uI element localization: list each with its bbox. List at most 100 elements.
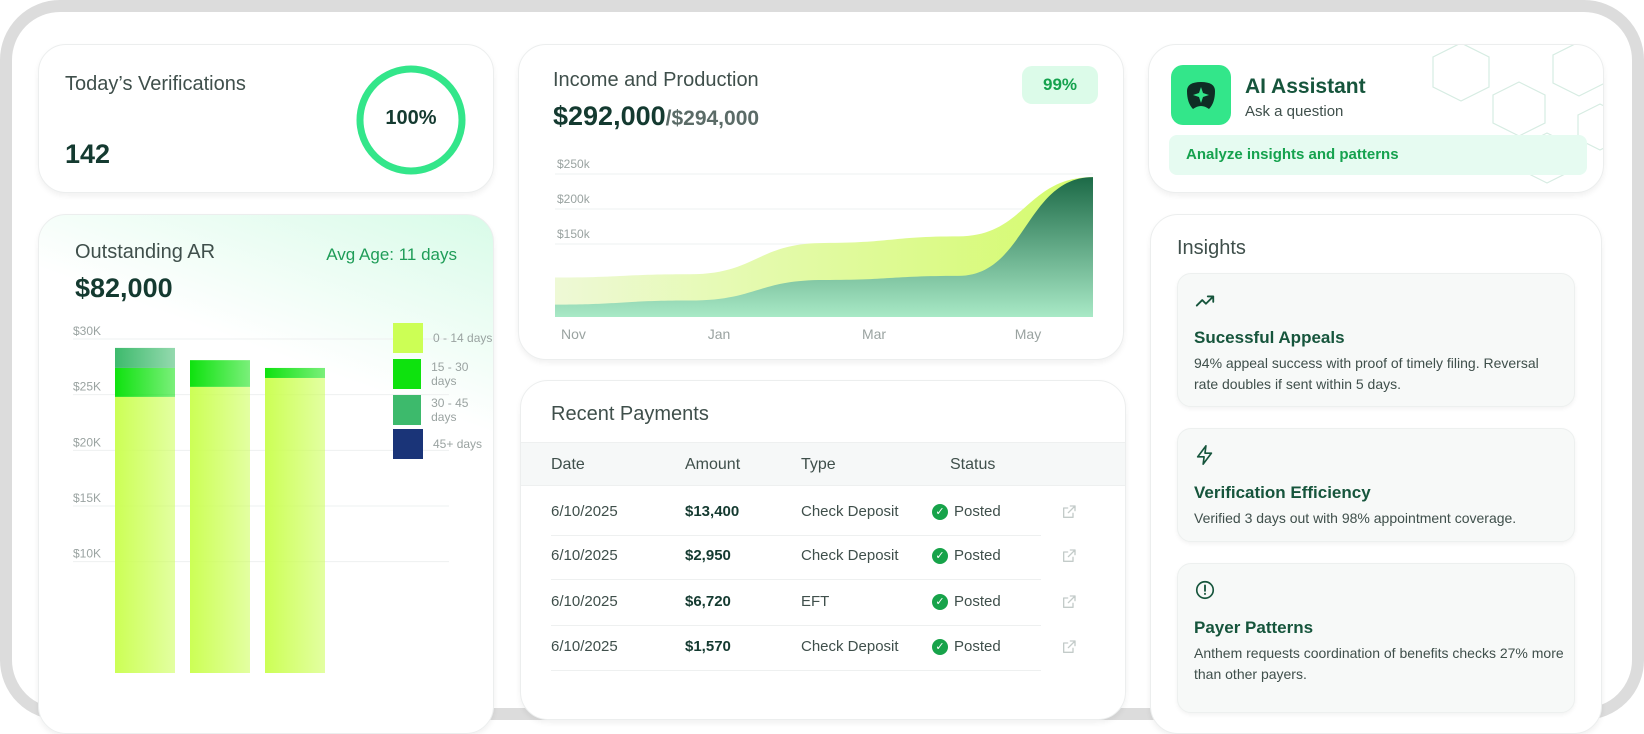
external-link-icon[interactable] (1061, 548, 1077, 564)
verifications-progress-ring (356, 65, 466, 175)
insights-card: Insights Sucessful Appeals 94% appeal su… (1150, 214, 1602, 734)
check-circle-icon: ✓ (932, 547, 948, 564)
cell-date: 6/10/2025 (551, 593, 618, 610)
cell-status: ✓ Posted (932, 638, 1001, 655)
status-label: Posted (954, 593, 1001, 610)
legend-item: 15 - 30 days (393, 359, 493, 389)
cell-amount: $6,720 (685, 593, 731, 610)
status-label: Posted (954, 503, 1001, 520)
insight-body: 94% appeal success with proof of timely … (1194, 355, 1539, 392)
cell-amount: $13,400 (685, 503, 740, 520)
cell-date: 6/10/2025 (551, 547, 618, 564)
cell-type: Check Deposit (801, 638, 899, 655)
ai-assistant-card: AI Assistant Ask a question Analyze insi… (1148, 44, 1604, 193)
insight-body: Anthem requests coordination of benefits… (1194, 645, 1564, 682)
check-circle-icon: ✓ (932, 593, 948, 610)
legend-swatch (393, 395, 422, 425)
ar-bar-chart: $30K $25K $20K $15K $10K (73, 324, 449, 673)
table-row[interactable]: 6/10/2025 $2,950 Check Deposit ✓ Posted (551, 534, 1076, 580)
table-row[interactable]: 6/10/2025 $13,400 Check Deposit ✓ Posted (551, 490, 1076, 536)
income-target: /$294,000 (665, 107, 760, 130)
insight-title: Payer Patterns (1194, 618, 1314, 637)
col-status[interactable]: Status (950, 456, 996, 473)
insight-card[interactable]: Payer Patterns Anthem requests coordinat… (1177, 563, 1575, 713)
income-amount-line: $292,000/$294,000 (553, 101, 759, 132)
status-label: Posted (954, 547, 1001, 564)
cell-amount: $1,570 (685, 638, 731, 655)
external-link-icon[interactable] (1061, 594, 1077, 610)
legend-swatch (393, 323, 423, 353)
legend-swatch (393, 359, 422, 389)
col-date[interactable]: Date (551, 456, 585, 473)
col-type[interactable]: Type (801, 456, 836, 473)
income-y-tick: $150k (557, 227, 591, 241)
ar-bar-segment[interactable] (115, 347, 175, 368)
alert-circle-icon (1195, 580, 1215, 600)
cell-type: EFT (801, 593, 830, 610)
ai-prompt-button[interactable]: Analyze insights and patterns (1169, 135, 1587, 175)
ar-y-tick: $30K (73, 324, 101, 338)
verifications-percent: 100% (385, 107, 437, 129)
ar-bar-segment[interactable] (190, 360, 250, 387)
cell-date: 6/10/2025 (551, 503, 618, 520)
ar-title: Outstanding AR (75, 241, 216, 263)
insight-card[interactable]: Sucessful Appeals 94% appeal success wit… (1177, 273, 1575, 407)
income-badge: 99% (1022, 66, 1098, 104)
verifications-count: 142 (65, 139, 111, 169)
income-x-tick: Nov (561, 326, 586, 342)
ar-bar-segment[interactable] (265, 367, 325, 378)
cell-date: 6/10/2025 (551, 638, 618, 655)
col-amount[interactable]: Amount (685, 456, 741, 473)
check-circle-icon: ✓ (932, 638, 948, 655)
insight-title: Sucessful Appeals (1194, 328, 1345, 347)
cell-status: ✓ Posted (932, 593, 1001, 610)
status-label: Posted (954, 638, 1001, 655)
cell-status: ✓ Posted (932, 547, 1001, 564)
ar-y-tick: $10K (73, 547, 101, 561)
external-link-icon[interactable] (1061, 639, 1077, 655)
trending-up-icon (1195, 295, 1215, 307)
legend-label: 30 - 45 days (431, 396, 469, 424)
payments-table-header: Date Amount Type Status (521, 442, 1125, 486)
cell-amount: $2,950 (685, 547, 731, 564)
table-row[interactable]: 6/10/2025 $1,570 Check Deposit ✓ Posted (551, 625, 1076, 671)
legend-item: 0 - 14 days (393, 323, 492, 353)
ai-subtitle: Ask a question (1245, 103, 1344, 120)
income-title: Income and Production (553, 69, 759, 91)
ar-avg-age: Avg Age: 11 days (326, 245, 457, 264)
ai-title: AI Assistant (1245, 75, 1366, 98)
verifications-title: Today’s Verifications (65, 73, 246, 95)
legend-label: 45+ days (433, 437, 483, 451)
income-area-chart: $250k $200k $150k Nov Jan Mar May (555, 157, 1093, 342)
legend-item: 45+ days (393, 429, 482, 459)
table-row[interactable]: 6/10/2025 $6,720 EFT ✓ Posted (551, 580, 1076, 626)
cell-status: ✓ Posted (932, 503, 1001, 520)
legend-item: 30 - 45 days (393, 395, 493, 425)
ar-y-tick: $25K (73, 380, 101, 394)
outstanding-ar-card: Outstanding AR Avg Age: 11 days $82,000 … (38, 214, 494, 734)
ar-y-tick: $15K (73, 491, 101, 505)
ar-bar-segment[interactable] (115, 396, 175, 673)
payments-title: Recent Payments (551, 403, 709, 425)
check-circle-icon: ✓ (932, 503, 948, 520)
income-x-tick: Jan (708, 326, 731, 342)
external-link-icon[interactable] (1061, 504, 1077, 520)
ar-amount: $82,000 (75, 273, 173, 303)
legend-label: 15 - 30 days (431, 360, 469, 388)
income-card: Income and Production $292,000/$294,000 … (518, 44, 1124, 360)
legend-swatch (393, 429, 423, 459)
verifications-card: Today’s Verifications 142 100% (38, 44, 494, 193)
insight-card[interactable]: Verification Efficiency Verified 3 days … (1177, 428, 1575, 542)
income-area-series (555, 177, 1093, 317)
insight-body: Verified 3 days out with 98% appointment… (1194, 510, 1517, 526)
ar-bar-segment[interactable] (265, 377, 325, 673)
income-amount: $292,000 (553, 101, 666, 131)
cell-type: Check Deposit (801, 503, 899, 520)
insights-title: Insights (1177, 237, 1246, 259)
ar-bar-segment[interactable] (115, 367, 175, 397)
ar-y-tick: $20K (73, 435, 101, 449)
ar-bar-segment[interactable] (190, 386, 250, 673)
income-y-tick: $250k (557, 157, 591, 171)
insight-title: Verification Efficiency (1194, 483, 1371, 502)
lightning-icon (1196, 445, 1213, 465)
